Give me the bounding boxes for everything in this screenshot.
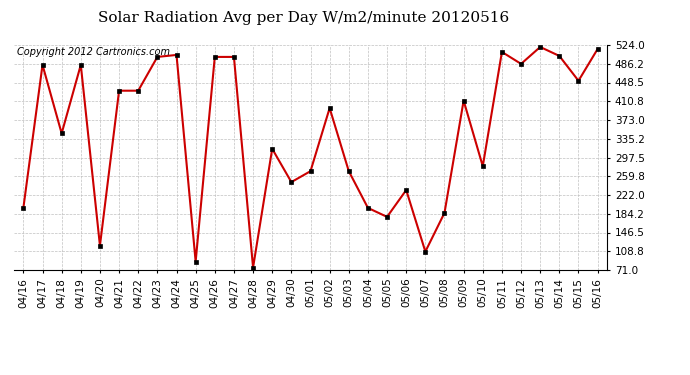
Text: Copyright 2012 Cartronics.com: Copyright 2012 Cartronics.com bbox=[17, 47, 170, 57]
Text: Solar Radiation Avg per Day W/m2/minute 20120516: Solar Radiation Avg per Day W/m2/minute … bbox=[98, 11, 509, 25]
